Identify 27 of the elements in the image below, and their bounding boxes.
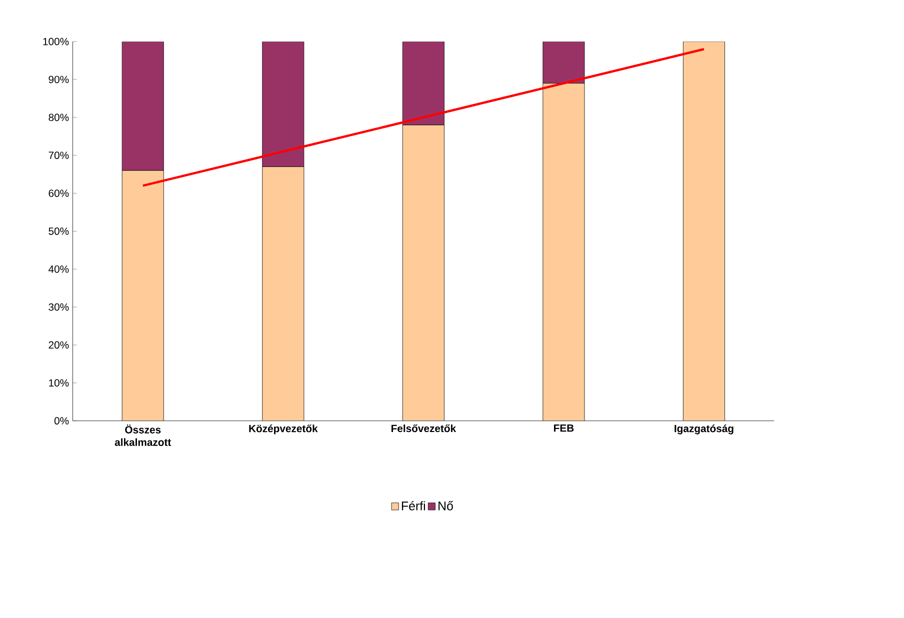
x-tick-label: FEB <box>554 424 574 432</box>
bar <box>402 41 444 126</box>
y-tick-label: 90% <box>48 76 69 84</box>
y-tick-label: 40% <box>48 265 69 273</box>
bar <box>402 124 444 421</box>
x-tick-label: Középvezetők <box>249 424 318 434</box>
y-tick-label: 100% <box>43 38 69 46</box>
legend-label: Férfi <box>402 500 426 510</box>
y-tick-label: 70% <box>48 152 69 159</box>
y-tick-label: 50% <box>48 227 69 235</box>
legend-label: Nő <box>438 500 453 510</box>
y-tick-label: 10% <box>49 379 69 386</box>
bar <box>542 41 585 84</box>
x-tick-label: Felsővezetők <box>392 424 456 432</box>
y-tick-label: 60% <box>48 189 69 197</box>
x-tick-label: Igazgatóság <box>674 424 734 434</box>
bar <box>122 170 164 421</box>
bar <box>542 83 584 421</box>
bar <box>262 41 304 167</box>
bar <box>682 41 725 421</box>
y-tick-label: 30% <box>48 303 69 311</box>
bar <box>122 41 164 171</box>
y-tick-label: 80% <box>48 114 69 121</box>
bar <box>262 166 304 421</box>
y-tick-label: 20% <box>48 341 69 349</box>
x-tick-label: Összes alkalmazott <box>114 424 172 446</box>
y-tick-label: 0% <box>54 417 69 424</box>
